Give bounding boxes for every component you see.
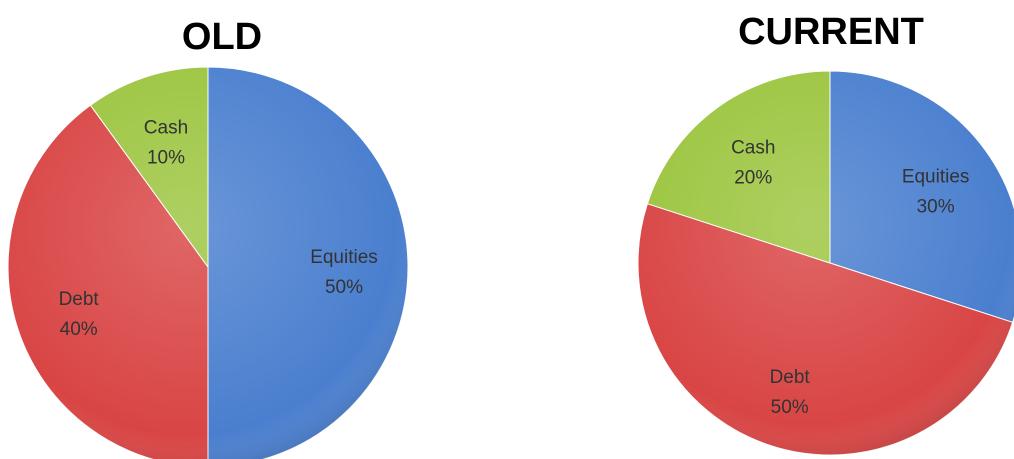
data-label: Debt 50% [770, 367, 811, 418]
data-label: Equities 30% [902, 166, 970, 217]
category-label: Debt [59, 289, 100, 310]
value-label: 30% [917, 196, 955, 217]
category-label: Debt [770, 367, 811, 388]
value-label: 50% [771, 397, 809, 418]
chart-title: OLD [182, 16, 262, 58]
data-label: Equities 50% [310, 247, 378, 298]
category-label: Cash [731, 137, 775, 158]
value-label: 40% [60, 319, 98, 340]
value-label: 50% [325, 277, 363, 298]
category-label: Equities [310, 247, 378, 268]
category-label: Equities [902, 166, 970, 187]
value-label: 10% [147, 148, 185, 169]
data-label: Cash 20% [731, 137, 775, 188]
category-label: Cash [144, 118, 188, 139]
pie-slice [207, 66, 409, 459]
data-label: Debt 40% [59, 289, 100, 340]
chart-title: CURRENT [738, 11, 924, 53]
data-label: Cash 10% [144, 118, 188, 169]
value-label: 20% [734, 167, 772, 188]
